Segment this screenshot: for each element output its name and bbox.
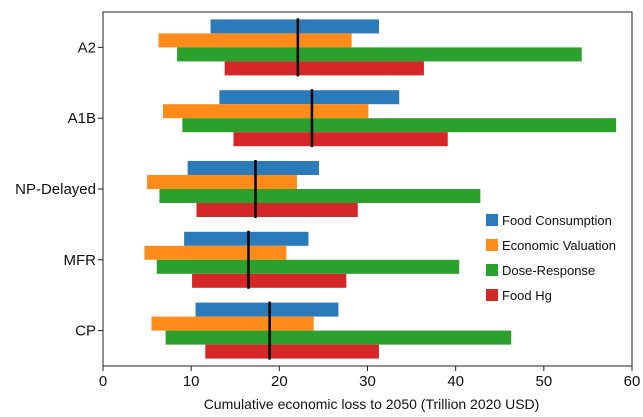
x-tick-label: 10 bbox=[183, 373, 200, 390]
bar-food-hg-a1b bbox=[233, 132, 448, 147]
y-tick-label: NP-Delayed bbox=[15, 181, 96, 198]
bar-dose-response-np-delayed bbox=[159, 189, 481, 203]
bar-food-consumption-a1b bbox=[219, 90, 400, 105]
bar-economic-valuation-a1b bbox=[162, 104, 369, 119]
bar-food-hg-cp bbox=[205, 344, 379, 359]
x-tick-label: 40 bbox=[447, 373, 464, 390]
x-tick-label: 30 bbox=[359, 373, 376, 390]
bars-layer bbox=[144, 19, 617, 359]
bar-food-hg-mfr bbox=[192, 273, 347, 288]
bar-economic-valuation-mfr bbox=[144, 245, 287, 260]
x-axis-label: Cumulative economic loss to 2050 (Trilli… bbox=[204, 396, 540, 412]
legend-label: Food Hg bbox=[502, 288, 552, 303]
x-tick-label: 50 bbox=[535, 373, 552, 390]
x-axis: 0 10 20 30 40 50 60 bbox=[99, 366, 641, 390]
x-tick-label: 0 bbox=[99, 373, 107, 390]
y-tick-label: MFR bbox=[64, 252, 97, 269]
bar-dose-response-cp bbox=[165, 330, 512, 345]
legend-swatch bbox=[486, 264, 498, 276]
y-tick-label: CP bbox=[75, 323, 96, 340]
legend-label: Economic Valuation bbox=[502, 238, 616, 253]
x-tick-label: 60 bbox=[624, 373, 641, 390]
bar-food-hg-a2 bbox=[224, 61, 424, 76]
legend-label: Food Consumption bbox=[502, 213, 612, 228]
y-axis: A2 A1B NP-Delayed MFR CP bbox=[15, 39, 103, 340]
bar-food-consumption-mfr bbox=[184, 231, 309, 246]
bar-food-consumption-np-delayed bbox=[187, 161, 320, 175]
y-tick-label: A1B bbox=[68, 110, 96, 127]
legend: Food Consumption Economic Valuation Dose-R… bbox=[486, 213, 616, 303]
bar-dose-response-mfr bbox=[156, 259, 460, 274]
bar-economic-valuation-a2 bbox=[158, 33, 352, 48]
legend-swatch bbox=[486, 214, 498, 226]
y-tick-label: A2 bbox=[78, 39, 96, 56]
bar-economic-valuation-cp bbox=[151, 316, 314, 331]
bar-food-hg-np-delayed bbox=[196, 203, 358, 217]
central-estimate-layer bbox=[247, 18, 314, 360]
bar-food-consumption-a2 bbox=[210, 19, 379, 34]
bar-dose-response-a2 bbox=[177, 47, 582, 62]
legend-label: Dose-Response bbox=[502, 263, 595, 278]
bar-food-consumption-cp bbox=[195, 302, 339, 317]
bar-dose-response-a1b bbox=[182, 118, 617, 133]
legend-swatch bbox=[486, 289, 498, 301]
legend-swatch bbox=[486, 239, 498, 251]
x-tick-label: 20 bbox=[271, 373, 288, 390]
bar-economic-valuation-np-delayed bbox=[147, 175, 297, 189]
